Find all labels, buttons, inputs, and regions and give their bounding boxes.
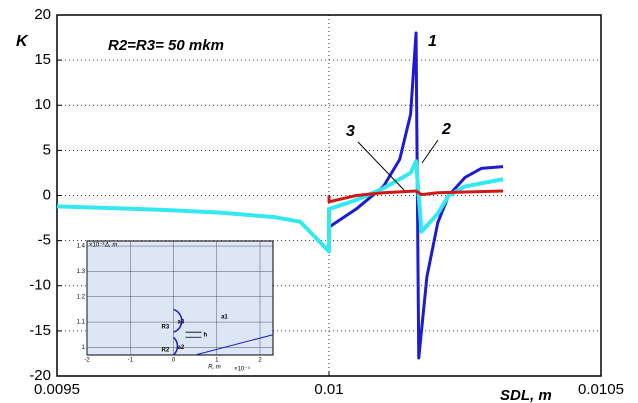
inset-y-scale: ×10⁻³	[89, 243, 104, 249]
y-tick-label: -20	[29, 367, 51, 384]
inset-label: R3	[162, 325, 170, 331]
y-tick-label: 10	[34, 96, 51, 113]
inset-x-tick-label: 0	[172, 358, 176, 364]
inset-label: R2	[162, 348, 170, 354]
arrow	[357, 141, 405, 191]
inset-shape	[172, 336, 179, 356]
inset-x-tick-label: 1	[215, 358, 219, 364]
inset-label: a3	[178, 320, 185, 326]
y-tick-label: 5	[43, 141, 51, 158]
inset-label: a2	[178, 345, 185, 351]
arrow	[421, 139, 439, 164]
inset-x-scale: ×10⁻⁴	[234, 366, 250, 373]
curve-label: 1	[428, 33, 437, 50]
y-tick-label: 20	[34, 6, 51, 23]
x-tick-label: 0.0105	[578, 381, 624, 398]
annotation: R2=R3= 50 mkm	[108, 37, 224, 54]
inset-x-tick-label: -2	[84, 358, 90, 364]
curve-label: 2	[441, 121, 451, 138]
inset-shape	[173, 308, 183, 333]
lines	[56, 31, 504, 360]
inset-shape	[195, 334, 274, 356]
x-axis-label: SDL, m	[500, 387, 552, 403]
inset-y-tick-label: 1.4	[77, 244, 86, 250]
x-tick-label: 0.0095	[34, 381, 80, 398]
inset-frame	[86, 240, 274, 356]
y-tick-label: 15	[34, 51, 51, 68]
inset-y-label: Δ, m	[104, 243, 117, 249]
inset-y-tick-label: 1.3	[77, 269, 86, 275]
inset-y-tick-label: 1.2	[77, 294, 86, 300]
inset-label: a1	[221, 315, 228, 321]
inset: -2 -1 0 1 2 1 1.1 1.2 1.3 1.4 a3 a2 a1 R3 R2 h R, m ×10⁻⁴…	[77, 240, 274, 373]
y-tick-label: -15	[29, 322, 51, 339]
y-tick-label: -10	[29, 277, 51, 294]
inset-x-label: R, m	[208, 365, 221, 371]
inset-label: h	[204, 332, 208, 338]
series-line	[327, 189, 504, 204]
curve-label: 3	[346, 123, 355, 140]
inset-x-tick-label: -1	[128, 358, 134, 364]
inset-y-tick-label: 1	[82, 345, 86, 351]
inset-x-tick-label: 2	[258, 358, 262, 364]
y-axis-label: K	[16, 33, 29, 50]
y-tick-label: -5	[38, 232, 51, 249]
series-line	[56, 159, 504, 254]
x-tick-label: 0.01	[314, 381, 343, 398]
y-tick-label: 0	[43, 186, 51, 203]
inset-y-tick-label: 1.1	[77, 320, 86, 326]
